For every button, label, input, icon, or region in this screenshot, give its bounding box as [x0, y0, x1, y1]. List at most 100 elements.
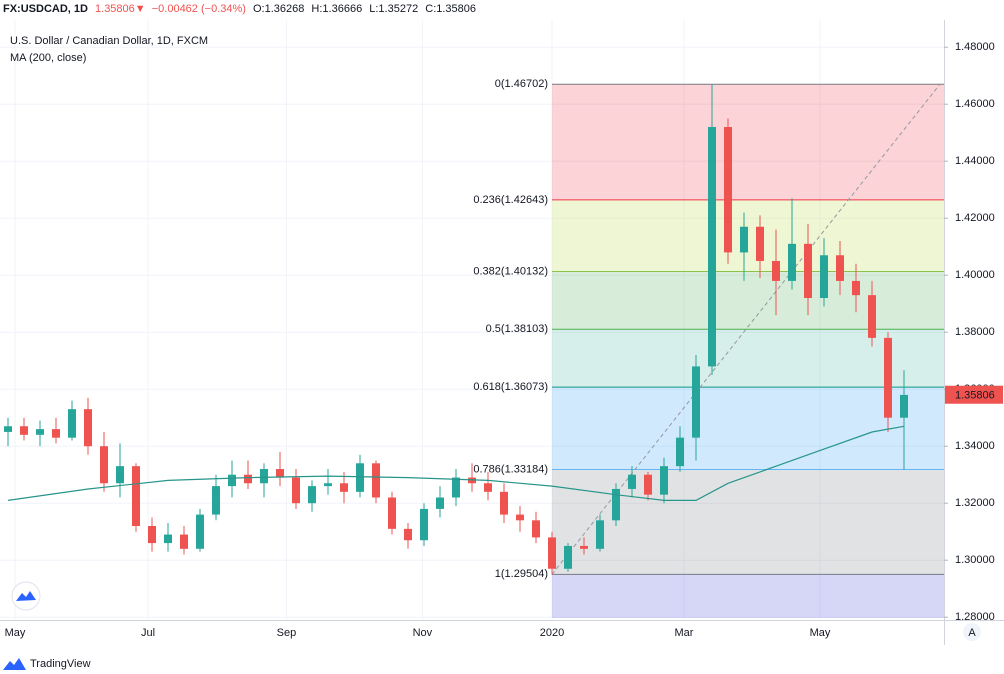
candle-body — [132, 466, 140, 527]
brand: TradingView — [30, 658, 91, 670]
candle-body — [708, 127, 716, 367]
candle-body — [20, 426, 28, 435]
fib-trend-line — [551, 83, 941, 575]
fib-label: 1(1.29504) — [495, 568, 548, 580]
auto-scale-label: A — [968, 627, 976, 639]
x-tick-label: May — [5, 627, 26, 639]
y-tick-label: 1.42000 — [955, 212, 995, 224]
candle-body — [420, 508, 428, 541]
fib-zone — [552, 271, 944, 330]
y-tick-label: 1.38000 — [955, 326, 995, 338]
y-tick-label: 1.30000 — [955, 554, 995, 566]
fib-zone — [552, 329, 944, 388]
candle-body — [356, 463, 364, 492]
candle-body — [228, 474, 236, 487]
candle-body — [100, 446, 108, 484]
y-tick-label: 1.40000 — [955, 269, 995, 281]
y-tick-label: 1.28000 — [955, 611, 995, 623]
candle-body — [180, 534, 188, 549]
candle-body — [116, 466, 124, 484]
candle-body — [692, 366, 700, 438]
candle-body — [660, 466, 668, 495]
candle-body — [308, 486, 316, 504]
x-tick-label: Sep — [277, 627, 297, 639]
candle-body — [676, 437, 684, 467]
plot-area: 0(1.46702) 0.236(1.42643) 0.382(1.40132) 0.… — [0, 20, 944, 620]
candle-body — [388, 497, 396, 529]
fib-zone — [552, 387, 944, 470]
candle-body — [372, 463, 380, 498]
candle-body — [836, 255, 844, 281]
low: L:1.35272 — [369, 3, 418, 15]
x-tick-label: May — [810, 627, 831, 639]
fib-label: 0.5(1.38103) — [486, 323, 548, 335]
candle-body — [436, 497, 444, 509]
candle-body — [820, 255, 828, 299]
open: O:1.36268 — [253, 3, 304, 15]
candle-body — [324, 483, 332, 487]
y-tick-label: 1.44000 — [955, 155, 995, 167]
candle-body — [724, 127, 732, 253]
candle-body — [852, 280, 860, 296]
candle-body — [292, 477, 300, 504]
candle-body — [740, 226, 748, 253]
fib-label: 0.382(1.40132) — [473, 265, 548, 277]
y-tick-label: 1.34000 — [955, 440, 995, 452]
candle-body — [196, 514, 204, 549]
y-tick-label: 1.32000 — [955, 497, 995, 509]
fib-label: 0(1.46702) — [495, 78, 548, 90]
down-arrow: ▼ — [135, 3, 146, 15]
candle-body — [804, 243, 812, 299]
last-price-tag — [945, 385, 1003, 404]
candle-body — [276, 469, 284, 478]
chart-title: U.S. Dollar / Canadian Dollar, 1D, FXCM — [10, 35, 208, 47]
last-price-label: 1.35806 — [955, 390, 995, 402]
fib-zone — [552, 84, 944, 200]
fib-zone — [552, 469, 944, 575]
candle-body — [484, 483, 492, 492]
candle-body — [628, 474, 636, 489]
candle-body — [84, 409, 92, 447]
y-tick-label: 1.46000 — [955, 98, 995, 110]
fib-label: 0.618(1.36073) — [473, 381, 548, 393]
candle-body — [772, 260, 780, 281]
x-tick-label: Jul — [141, 627, 155, 639]
fib-label: 0.786(1.33184) — [473, 463, 548, 475]
candle-body — [36, 429, 44, 435]
candle-body — [612, 488, 620, 521]
high: H:1.36666 — [311, 3, 362, 15]
candle-body — [564, 545, 572, 569]
candle-body — [900, 394, 908, 418]
close: C:1.35806 — [425, 3, 476, 15]
candle-body — [148, 526, 156, 544]
candle-body — [244, 474, 252, 484]
x-tick-label: Nov — [413, 627, 433, 639]
candle-body — [404, 528, 412, 541]
candle-body — [756, 226, 764, 261]
candle-body — [212, 486, 220, 515]
candle-body — [580, 545, 588, 549]
candle-body — [516, 514, 524, 521]
symbol: FX:USDCAD, 1D — [3, 3, 88, 15]
candle-body — [548, 537, 556, 569]
candle-body — [788, 243, 796, 281]
candle-body — [340, 483, 348, 492]
candle-body — [164, 534, 172, 544]
fib-zone — [552, 574, 944, 618]
logo-button[interactable] — [11, 581, 41, 611]
candle-body — [644, 474, 652, 495]
candle-body — [4, 426, 12, 432]
header: FX:USDCAD, 1D 1.35806▼ −0.00462 (−0.34%)… — [3, 3, 476, 15]
y-tick-label: 1.48000 — [955, 41, 995, 53]
auto-scale-button[interactable]: A — [963, 623, 981, 641]
indicator-label: MA (200, close) — [10, 52, 86, 64]
fib-label: 0.236(1.42643) — [473, 194, 548, 206]
moving-average — [7, 425, 905, 501]
candle-body — [532, 520, 540, 538]
candle-body — [884, 337, 892, 418]
change: −0.00462 (−0.34%) — [152, 3, 246, 15]
last: 1.35806 — [95, 3, 135, 15]
x-tick-label: 2020 — [540, 627, 564, 639]
candle-body — [868, 295, 876, 338]
